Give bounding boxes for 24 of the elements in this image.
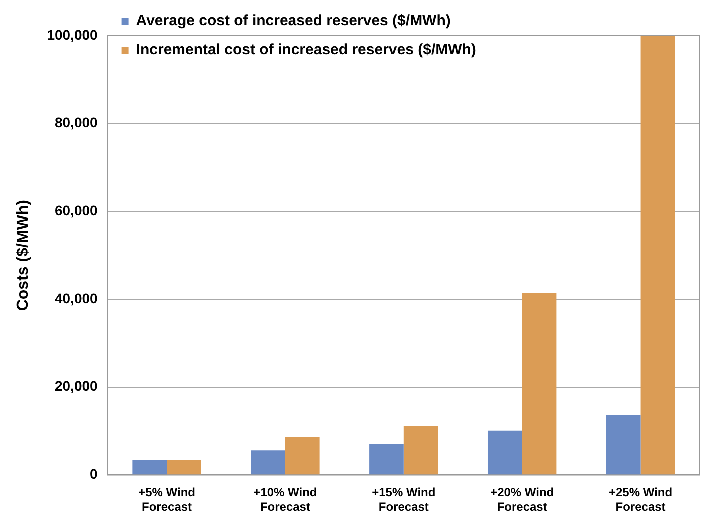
- x-tick-label: +25% Wind Forecast: [608, 486, 673, 514]
- x-tick-label: +20% Wind Forecast: [490, 486, 554, 514]
- bar: [640, 36, 676, 475]
- bar: [285, 436, 320, 475]
- y-tick-label: 0: [90, 466, 98, 482]
- bar: [167, 460, 202, 475]
- bar: [606, 415, 641, 475]
- y-axis-title: Costs ($/MWh): [15, 200, 32, 312]
- bar: [251, 450, 286, 475]
- y-tick-label: 100,000: [47, 26, 98, 43]
- bar: [522, 293, 557, 475]
- bar: [370, 444, 404, 475]
- legend-label: Incremental cost of increased reserves ($/MWh): [136, 42, 476, 59]
- x-tick-label: +15% Wind Forecast: [372, 486, 436, 514]
- bar: [132, 460, 168, 475]
- y-tick-label: 80,000: [54, 114, 98, 131]
- x-tick-label: +5% Wind Forecast: [138, 486, 196, 514]
- bar: [404, 426, 438, 475]
- y-tick-label: 60,000: [54, 202, 98, 219]
- bar: [488, 430, 522, 475]
- x-tick-label: +10% Wind Forecast: [254, 486, 318, 514]
- y-tick-label: 40,000: [54, 290, 98, 306]
- y-tick-label: 20,000: [54, 378, 98, 394]
- legend-label: Average cost of increased reserves ($/MWh): [136, 12, 451, 30]
